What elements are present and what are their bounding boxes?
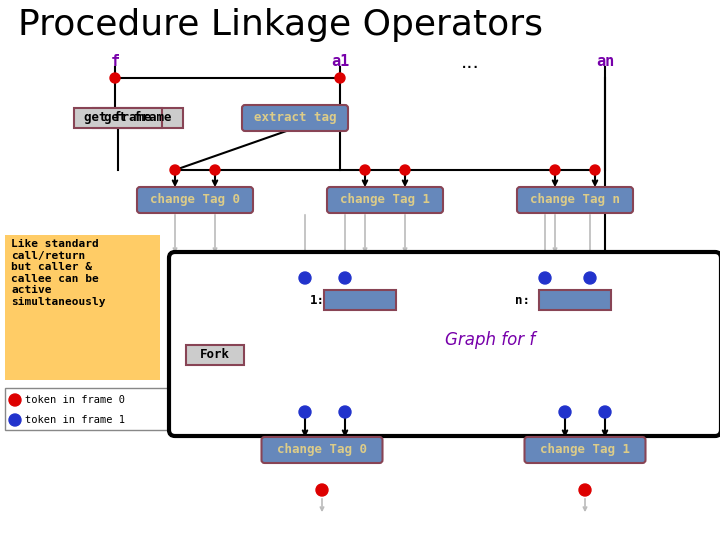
Text: Fork: Fork — [200, 348, 230, 361]
Circle shape — [110, 73, 120, 83]
Circle shape — [579, 484, 591, 496]
Circle shape — [170, 165, 180, 175]
Circle shape — [339, 272, 351, 284]
Text: ...: ... — [461, 52, 480, 71]
FancyBboxPatch shape — [524, 437, 646, 463]
Circle shape — [339, 406, 351, 418]
Text: token in frame 1: token in frame 1 — [25, 415, 125, 425]
Circle shape — [550, 165, 560, 175]
Circle shape — [299, 406, 311, 418]
Circle shape — [299, 272, 311, 284]
Text: token in frame 0: token in frame 0 — [25, 395, 125, 405]
Text: f: f — [110, 55, 120, 70]
FancyBboxPatch shape — [517, 187, 633, 213]
FancyBboxPatch shape — [74, 108, 162, 128]
Circle shape — [360, 165, 370, 175]
FancyBboxPatch shape — [93, 108, 183, 128]
Text: a1: a1 — [331, 55, 349, 70]
Text: get frame: get frame — [104, 111, 172, 125]
Text: get frame: get frame — [84, 111, 152, 125]
Circle shape — [210, 165, 220, 175]
FancyBboxPatch shape — [5, 388, 170, 430]
FancyBboxPatch shape — [5, 235, 160, 380]
Circle shape — [559, 406, 571, 418]
FancyBboxPatch shape — [261, 437, 382, 463]
Text: Procedure Linkage Operators: Procedure Linkage Operators — [18, 8, 543, 42]
Text: change Tag 1: change Tag 1 — [340, 193, 430, 206]
Circle shape — [599, 406, 611, 418]
Circle shape — [539, 272, 551, 284]
Text: 1:: 1: — [310, 294, 325, 307]
FancyBboxPatch shape — [324, 290, 396, 310]
Text: Graph for f: Graph for f — [445, 331, 535, 349]
Text: change Tag 0: change Tag 0 — [277, 443, 367, 456]
Text: change Tag n: change Tag n — [530, 193, 620, 206]
FancyBboxPatch shape — [186, 345, 244, 365]
Circle shape — [400, 165, 410, 175]
FancyBboxPatch shape — [137, 187, 253, 213]
Text: an: an — [596, 55, 614, 70]
Circle shape — [590, 165, 600, 175]
Text: n:: n: — [515, 294, 530, 307]
FancyBboxPatch shape — [539, 290, 611, 310]
Circle shape — [335, 73, 345, 83]
Circle shape — [9, 394, 21, 406]
Text: change Tag 1: change Tag 1 — [540, 443, 630, 456]
FancyBboxPatch shape — [169, 252, 720, 436]
FancyBboxPatch shape — [327, 187, 443, 213]
Text: extract tag: extract tag — [253, 111, 336, 125]
Circle shape — [9, 414, 21, 426]
Circle shape — [316, 484, 328, 496]
Text: Like standard
call/return
but caller &
callee can be
active
simultaneously: Like standard call/return but caller & c… — [11, 239, 106, 307]
FancyBboxPatch shape — [242, 105, 348, 131]
Text: change Tag 0: change Tag 0 — [150, 193, 240, 206]
Circle shape — [584, 272, 596, 284]
